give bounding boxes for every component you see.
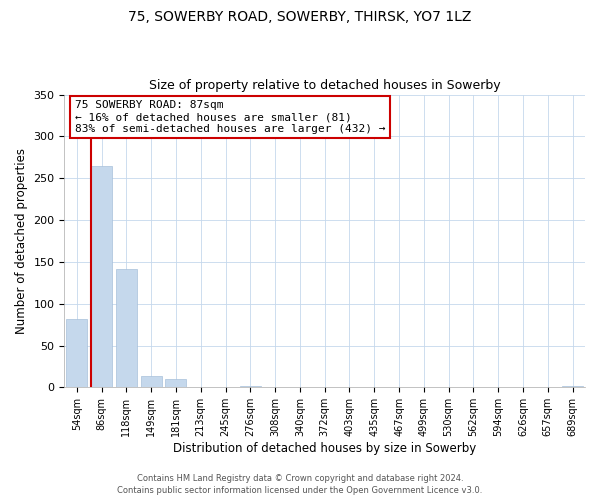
Text: 75 SOWERBY ROAD: 87sqm
← 16% of detached houses are smaller (81)
83% of semi-det: 75 SOWERBY ROAD: 87sqm ← 16% of detached…	[75, 100, 385, 134]
Bar	[140, 376, 162, 388]
Bar	[562, 386, 583, 388]
Bar	[240, 386, 261, 388]
Text: 75, SOWERBY ROAD, SOWERBY, THIRSK, YO7 1LZ: 75, SOWERBY ROAD, SOWERBY, THIRSK, YO7 1…	[128, 10, 472, 24]
Bar	[116, 268, 137, 388]
Bar	[91, 166, 112, 388]
Bar	[66, 319, 88, 388]
Y-axis label: Number of detached properties: Number of detached properties	[15, 148, 28, 334]
Text: Contains HM Land Registry data © Crown copyright and database right 2024.
Contai: Contains HM Land Registry data © Crown c…	[118, 474, 482, 495]
X-axis label: Distribution of detached houses by size in Sowerby: Distribution of detached houses by size …	[173, 442, 476, 455]
Bar	[166, 379, 187, 388]
Title: Size of property relative to detached houses in Sowerby: Size of property relative to detached ho…	[149, 79, 500, 92]
